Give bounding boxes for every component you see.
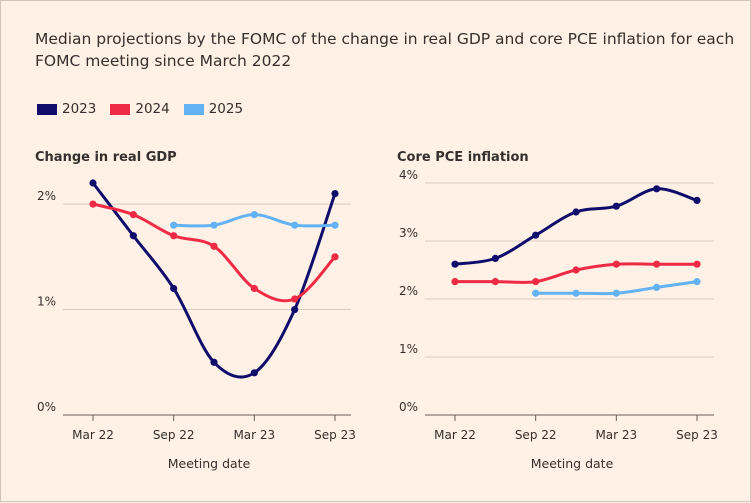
pce-point-2024 xyxy=(532,278,540,286)
pce-x-tick-label: Sep 22 xyxy=(515,428,557,442)
legend-item-2025: 2025 xyxy=(183,101,244,117)
gdp-point-2025 xyxy=(331,221,339,229)
pce-point-2024 xyxy=(612,260,620,268)
pce-y-tick-label: 3% xyxy=(399,226,418,240)
legend-item-2024: 2024 xyxy=(110,101,170,117)
legend-swatch-2024 xyxy=(110,103,131,115)
pce-y-tick-label: 0% xyxy=(399,400,418,414)
legend-swatch-2023 xyxy=(37,103,57,115)
pce-x-tick-label: Mar 22 xyxy=(434,428,476,442)
gdp-point-2023 xyxy=(210,358,218,366)
pce-point-2024 xyxy=(451,278,459,286)
legend-swatch-2025 xyxy=(183,103,204,115)
pce-x-axis-label: Meeting date xyxy=(531,456,614,471)
pce-y-tick-label: 4% xyxy=(399,168,418,182)
gdp-y-tick-label: 0% xyxy=(37,400,56,414)
gdp-point-2023 xyxy=(89,179,97,187)
gdp-point-2024 xyxy=(89,200,97,208)
gdp-point-2024 xyxy=(291,295,299,303)
gdp-x-tick-label: Sep 22 xyxy=(153,428,195,442)
pce-y-tick-label: 2% xyxy=(399,284,418,298)
gdp-point-2025 xyxy=(170,221,178,229)
pce-point-2023 xyxy=(532,231,540,239)
gdp-chart-title: Change in real GDP xyxy=(35,150,177,165)
pce-x-tick-label: Sep 23 xyxy=(676,428,718,442)
gdp-point-2023 xyxy=(331,189,339,198)
legend-label-2025: 2025 xyxy=(208,101,244,117)
pce-point-2023 xyxy=(491,254,499,262)
legend-label-2023: 2023 xyxy=(62,101,97,117)
figure-title: Median projections by the FOMC of the ch… xyxy=(35,30,735,70)
gdp-point-2025 xyxy=(250,211,258,219)
gdp-point-2023 xyxy=(170,284,178,293)
pce-y-tick-label: 1% xyxy=(399,342,418,356)
pce-point-2023 xyxy=(612,202,620,210)
gdp-point-2023 xyxy=(129,232,137,240)
gdp-x-tick-label: Mar 23 xyxy=(233,428,275,442)
gdp-point-2025 xyxy=(210,221,218,229)
pce-point-2023 xyxy=(451,260,459,268)
pce-point-2025 xyxy=(653,283,661,291)
gdp-x-axis-label: Meeting date xyxy=(168,456,251,471)
pce-point-2025 xyxy=(572,289,580,297)
pce-series-line-2023 xyxy=(453,187,699,266)
pce-chart-title: Core PCE inflation xyxy=(397,150,529,165)
gdp-y-tick-label: 2% xyxy=(37,189,56,203)
pce-x-tick-label: Mar 23 xyxy=(595,428,637,442)
gdp-point-2024 xyxy=(250,284,258,293)
pce-point-2024 xyxy=(572,266,580,274)
gdp-point-2025 xyxy=(291,221,299,229)
pce-point-2024 xyxy=(653,260,661,268)
gdp-point-2024 xyxy=(129,211,137,219)
legend: 2023 2024 2025 xyxy=(37,101,243,117)
pce-point-2023 xyxy=(572,208,580,216)
legend-label-2024: 2024 xyxy=(135,101,170,117)
pce-point-2024 xyxy=(491,278,499,286)
gdp-x-tick-label: Sep 23 xyxy=(314,428,356,442)
legend-item-2023: 2023 xyxy=(37,101,96,117)
pce-point-2025 xyxy=(532,289,540,297)
gdp-point-2023 xyxy=(250,369,258,377)
gdp-point-2024 xyxy=(210,242,218,250)
pce-point-2023 xyxy=(653,185,661,193)
gdp-x-tick-label: Mar 22 xyxy=(72,428,114,442)
gdp-y-tick-label: 1% xyxy=(37,295,56,309)
gdp-point-2024 xyxy=(331,253,339,261)
pce-point-2023 xyxy=(693,196,701,204)
pce-point-2025 xyxy=(693,278,701,286)
pce-point-2024 xyxy=(693,260,701,268)
gdp-point-2023 xyxy=(291,305,299,314)
pce-point-2025 xyxy=(612,289,620,297)
gdp-point-2024 xyxy=(170,232,178,240)
